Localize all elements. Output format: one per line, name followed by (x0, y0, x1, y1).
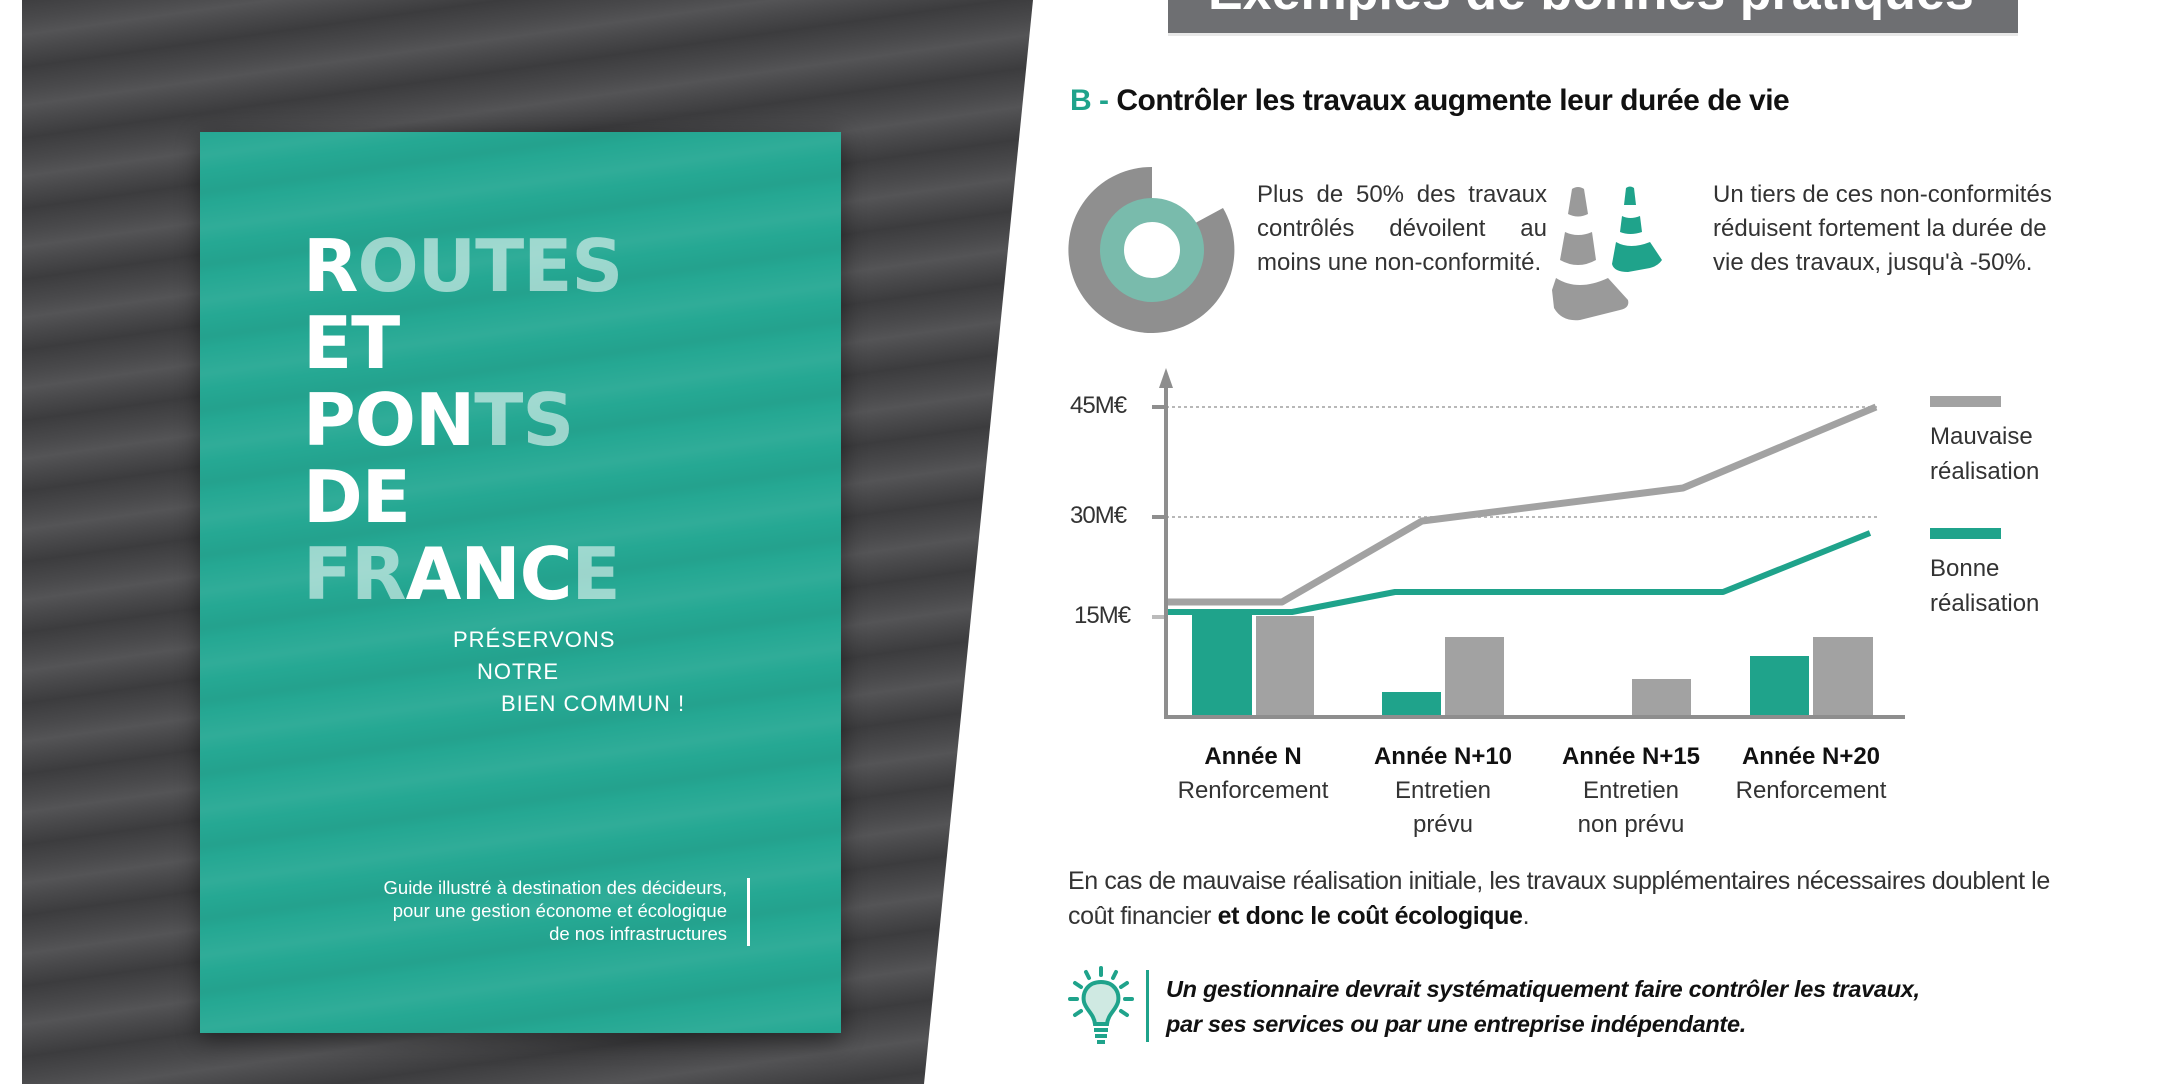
cover-title-line: ROUTES (303, 224, 623, 308)
tip-divider (1146, 970, 1149, 1042)
x-category: Année N+20 Renforcement (1735, 743, 1887, 804)
stat-text: Plus de 50% des travaux contrôlés dévoil… (1257, 181, 1547, 276)
stat-text: Un tiers de ces non-conformités réduisen… (1713, 181, 2052, 276)
page-margin (0, 0, 22, 1084)
cost-chart: 45M€ 30M€ 15M€ Année N Renforcement Anné… (1060, 360, 2160, 860)
legend-swatch-teal (1930, 528, 2001, 539)
x-category: Année N+10 Entretien prévu (1373, 743, 1513, 838)
section-title: B - Contrôler les travaux augmente leur … (1070, 84, 1790, 117)
donut-chart-icon (1068, 166, 1235, 333)
tip-text: Un gestionnaire devrait systématiquement… (1166, 976, 1920, 1037)
cover-title-line: ET (303, 301, 400, 385)
legend-item-mauvaise: Mauvaise réalisation (1930, 396, 2039, 489)
cover-title: ROUTES ET PONTS DE FRANCE (303, 224, 623, 616)
book-cover: ROUTES ET PONTS DE FRANCE PRÉSERVONS NOT… (200, 132, 841, 1033)
cover-guide-text: Guide illustré à destination des décideu… (383, 877, 727, 944)
cover-title-line: DE (303, 455, 411, 539)
y-tick-label: 15M€ (1074, 602, 1131, 629)
cover-divider (747, 878, 750, 946)
legend-swatch-gray (1930, 396, 2001, 407)
conclusion-paragraph: En cas de mauvaise réalisation initiale,… (1068, 867, 2050, 930)
cover-title-line: FRANCE (303, 532, 621, 616)
page-header-banner: Exemples de bonnes pratiques (1168, 0, 2018, 36)
traffic-cones-icon (1552, 186, 1662, 321)
y-tick-label: 30M€ (1070, 502, 1127, 529)
cover-subtitle: PRÉSERVONS NOTRE BIEN COMMUN ! (453, 627, 686, 716)
x-category: Année N Renforcement (1177, 743, 1329, 804)
cover-title-line: PONTS (303, 378, 574, 462)
chart-plot (1152, 368, 1905, 719)
y-tick-label: 45M€ (1070, 392, 1127, 419)
lightbulb-icon (1068, 966, 1134, 1044)
legend-item-bonne: Bonne réalisation (1930, 528, 2039, 621)
x-category: Année N+15 Entretien non prévu (1561, 743, 1701, 838)
